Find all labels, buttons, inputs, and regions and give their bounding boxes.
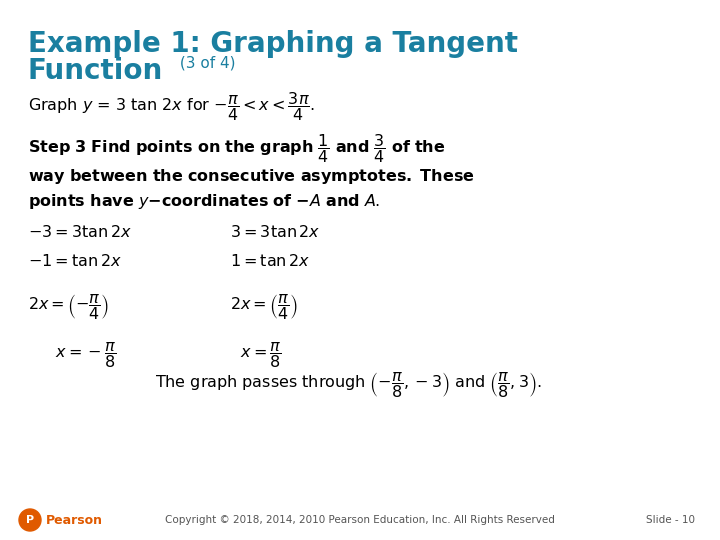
Text: $2x = \left(\dfrac{\pi}{4}\right)$: $2x = \left(\dfrac{\pi}{4}\right)$ [230, 292, 298, 322]
Text: Copyright © 2018, 2014, 2010 Pearson Education, Inc. All Rights Reserved: Copyright © 2018, 2014, 2010 Pearson Edu… [165, 515, 555, 525]
Text: $1 = \tan 2x$: $1 = \tan 2x$ [230, 253, 310, 269]
Text: $x = -\dfrac{\pi}{8}$: $x = -\dfrac{\pi}{8}$ [55, 340, 117, 370]
Text: P: P [26, 515, 34, 525]
Text: $\mathbf{way\ between\ the\ consecutive\ asymptotes.\ These}$: $\mathbf{way\ between\ the\ consecutive\… [28, 167, 474, 186]
Text: Example 1: Graphing a Tangent: Example 1: Graphing a Tangent [28, 30, 518, 58]
Text: Pearson: Pearson [46, 514, 103, 526]
Text: $x = \dfrac{\pi}{8}$: $x = \dfrac{\pi}{8}$ [240, 340, 282, 370]
Text: $-3 = 3\tan 2x$: $-3 = 3\tan 2x$ [28, 224, 132, 240]
Text: $2x = \left(-\dfrac{\pi}{4}\right)$: $2x = \left(-\dfrac{\pi}{4}\right)$ [28, 292, 109, 322]
Text: $\mathbf{points\ have}$ $\mathbf{\mathit{y}}$$\mathbf{{-coordinates\ of}}$ $\mat: $\mathbf{points\ have}$ $\mathbf{\mathit… [28, 192, 380, 211]
Text: Slide - 10: Slide - 10 [646, 515, 695, 525]
Text: (3 of 4): (3 of 4) [175, 56, 235, 71]
Text: The graph passes through $\left(-\dfrac{\pi}{8}, -3\right)$ and $\left(\dfrac{\p: The graph passes through $\left(-\dfrac{… [155, 370, 542, 400]
Text: $3 = 3\tan 2x$: $3 = 3\tan 2x$ [230, 224, 320, 240]
Text: $\mathbf{Step\ 3}$ $\mathbf{Find\ points\ on\ the\ graph}$ $\dfrac{1}{4}$ $\math: $\mathbf{Step\ 3}$ $\mathbf{Find\ points… [28, 132, 445, 165]
Text: Graph $y$ = 3 tan 2$x$ for $-\dfrac{\pi}{4} < x < \dfrac{3\pi}{4}$.: Graph $y$ = 3 tan 2$x$ for $-\dfrac{\pi}… [28, 90, 315, 123]
Circle shape [19, 509, 41, 531]
Text: Function: Function [28, 57, 163, 85]
Text: $-1 = \tan 2x$: $-1 = \tan 2x$ [28, 253, 122, 269]
